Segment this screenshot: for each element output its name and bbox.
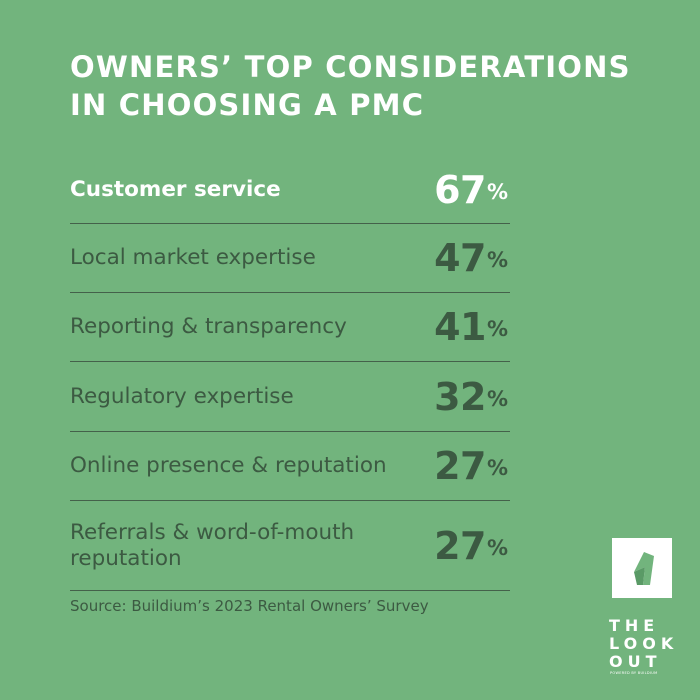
table-row: Referrals & word-of-mouth reputation 27% [70, 501, 510, 591]
table-row: Regulatory expertise 32% [70, 362, 510, 432]
percent-sign: % [486, 317, 508, 341]
value-number: 47 [434, 236, 486, 280]
row-label: Local market expertise [70, 245, 316, 270]
row-value: 67% [434, 168, 508, 212]
logo-line-2: LOOK [609, 634, 679, 653]
percent-sign: % [486, 386, 508, 411]
title-line-2: IN CHOOSING A PMC [70, 88, 425, 122]
logo-line-3: OUT [609, 652, 662, 671]
row-label: Customer service [70, 176, 281, 202]
row-label: Regulatory expertise [70, 383, 294, 409]
value-number: 67 [434, 167, 486, 212]
row-value: 47% [434, 236, 508, 280]
percent-sign: % [486, 535, 508, 560]
logo-tagline: POWERED BY BUILDIUM [610, 671, 658, 675]
value-number: 27 [434, 523, 486, 568]
value-number: 41 [434, 305, 486, 349]
row-label: Referrals & word-of-mouth reputation [70, 519, 355, 571]
row-label: Reporting & transparency [70, 314, 347, 339]
percent-sign: % [486, 248, 508, 272]
table-row: Local market expertise 47% [70, 224, 510, 293]
source-note: Source: Buildium’s 2023 Rental Owners’ S… [70, 597, 429, 615]
logo-line-1: THE [609, 616, 660, 635]
value-number: 27 [434, 444, 486, 488]
title-line-1: OWNERS’ TOP CONSIDERATIONS [70, 50, 631, 84]
percent-sign: % [486, 456, 508, 480]
table-row: Online presence & reputation 27% [70, 432, 510, 501]
row-label: Online presence & reputation [70, 453, 387, 478]
lookout-logo-mark [612, 538, 672, 598]
table-row: Customer service 67% [70, 156, 510, 224]
considerations-table: Customer service 67% Local market expertis… [70, 156, 510, 591]
value-number: 32 [434, 374, 486, 419]
row-value: 27% [434, 444, 508, 488]
page-title: OWNERS’ TOP CONSIDERATIONS IN CHOOSING A… [70, 48, 650, 124]
percent-sign: % [486, 179, 508, 204]
row-value: 32% [434, 375, 508, 419]
row-value: 27% [434, 524, 508, 568]
row-value: 41% [434, 305, 508, 349]
table-row: Reporting & transparency 41% [70, 293, 510, 362]
lighthouse-icon [634, 552, 654, 585]
lookout-logo-text: THE LOOK OUT [609, 617, 679, 671]
